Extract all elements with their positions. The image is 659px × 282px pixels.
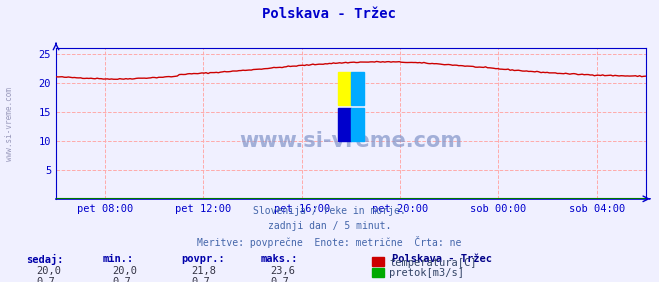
Text: temperatura[C]: temperatura[C] <box>389 257 477 268</box>
Text: zadnji dan / 5 minut.: zadnji dan / 5 minut. <box>268 221 391 231</box>
Text: Slovenija / reke in morje.: Slovenija / reke in morje. <box>253 206 406 216</box>
Text: 0,7: 0,7 <box>36 277 55 282</box>
Text: min.:: min.: <box>102 254 133 264</box>
Text: Polskava - Tržec: Polskava - Tržec <box>262 7 397 21</box>
Bar <box>351 108 364 142</box>
Bar <box>338 108 351 142</box>
Bar <box>338 72 351 105</box>
Text: 0,7: 0,7 <box>270 277 289 282</box>
Bar <box>351 72 364 105</box>
Text: Meritve: povprečne  Enote: metrične  Črta: ne: Meritve: povprečne Enote: metrične Črta:… <box>197 236 462 248</box>
Text: 20,0: 20,0 <box>112 266 137 276</box>
Text: povpr.:: povpr.: <box>181 254 225 264</box>
Text: 20,0: 20,0 <box>36 266 61 276</box>
Text: 23,6: 23,6 <box>270 266 295 276</box>
Text: 21,8: 21,8 <box>191 266 216 276</box>
Text: maks.:: maks.: <box>260 254 298 264</box>
Text: Polskava - Tržec: Polskava - Tržec <box>392 254 492 264</box>
Text: 0,7: 0,7 <box>112 277 130 282</box>
Text: pretok[m3/s]: pretok[m3/s] <box>389 268 465 278</box>
Text: sedaj:: sedaj: <box>26 254 64 265</box>
Text: www.si-vreme.com: www.si-vreme.com <box>239 131 463 151</box>
Text: www.si-vreme.com: www.si-vreme.com <box>5 87 14 161</box>
Text: 0,7: 0,7 <box>191 277 210 282</box>
